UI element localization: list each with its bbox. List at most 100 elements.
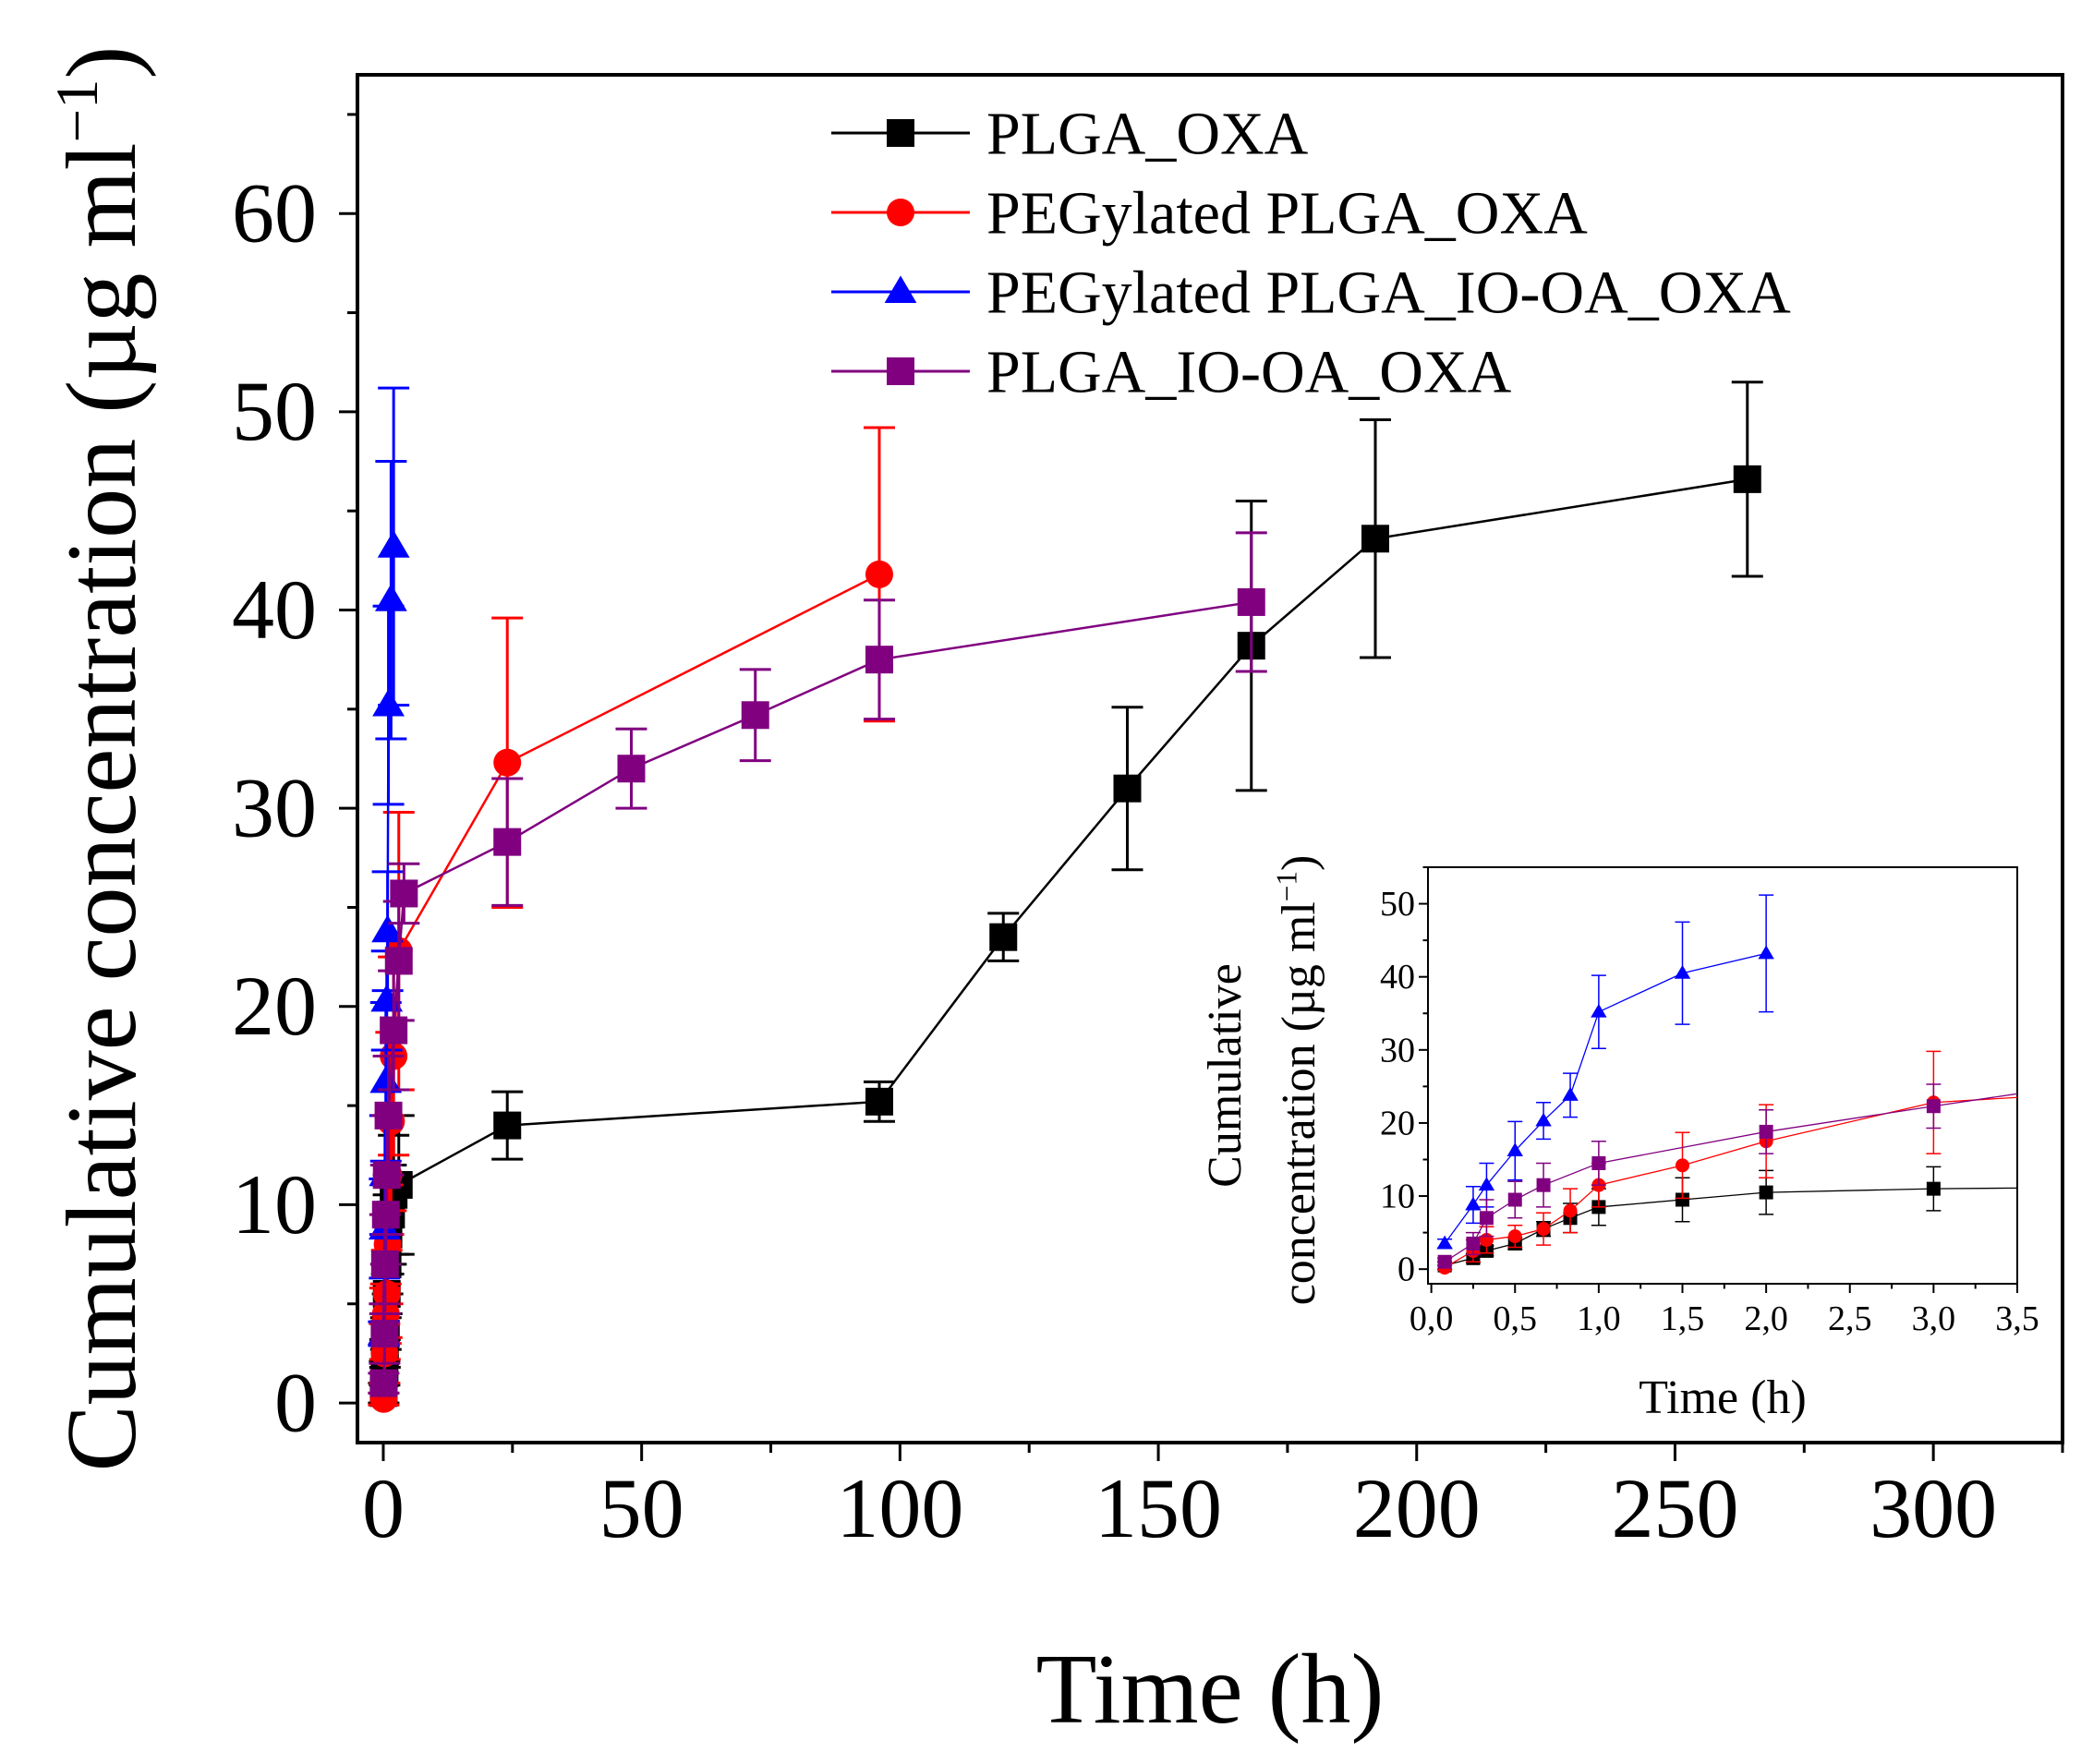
x-tick-label: 3,5 [1995,1299,2039,1338]
data-point [372,1161,401,1190]
data-point [865,646,893,674]
data-point [1926,1099,1941,1114]
data-point [1676,1192,1689,1207]
data-point [741,701,769,730]
y-tick-label: 40 [1380,958,1415,997]
y-tick-label: 30 [1380,1031,1415,1069]
data-point [1758,945,1774,960]
data-point [617,755,646,783]
y-tick-label: 10 [1380,1178,1415,1216]
data-point [865,560,893,588]
data-point [1478,1177,1495,1191]
x-tick-label: 100 [836,1461,963,1555]
x-tick-label: 300 [1869,1461,1997,1555]
legend-item-plga-oxa: PLGA_OXA [831,100,1309,167]
plot-frame [356,73,2064,1444]
legend-label: PLGA_IO-OA_OXA [986,338,1512,405]
data-point [1591,1155,1606,1170]
x-tick-label: 3,0 [1912,1299,1956,1338]
legend-label: PEGylated PLGA_OXA [986,179,1588,247]
data-point [1465,1196,1482,1211]
data-point [371,1201,400,1229]
data-point [1536,1178,1551,1192]
y-tick-label: 60 [232,166,317,260]
x-tick-label: 0,0 [1410,1299,1454,1338]
x-tick-label: 200 [1353,1461,1481,1555]
legend: PLGA_OXA PEGylated PLGA_OXA PEGylated PLGA… [831,100,1791,405]
legend-marker [887,119,914,147]
data-point [390,879,418,908]
inset-chart: 0,0 0,5 1,0 1,5 2,0 2,5 3,0 3,5 0 10 20 30 40 50 Time … [1199,855,2039,1424]
y-axis-label-close: ) [47,46,157,79]
data-point [377,530,410,558]
x-tick-label: 0 [362,1461,405,1555]
data-point [369,1369,398,1397]
x-tick-label: 0,5 [1494,1299,1538,1338]
legend-marker [884,275,917,303]
data-point [1674,964,1691,979]
data-point [372,688,405,717]
data-point [1237,587,1265,616]
data-point [384,947,413,975]
y-axis-label-superscript: −1 [1270,871,1302,901]
legend-marker [887,357,914,385]
data-point [865,1087,893,1116]
data-point [1926,1181,1941,1196]
y-axis-label-text: concentration (µg ml [1273,901,1325,1305]
legend-marker [887,199,914,226]
data-point [493,828,522,856]
y-tick-label: 40 [232,562,317,657]
inset-plot-frame [1427,866,2018,1285]
data-point [1535,1112,1552,1127]
data-point [374,1101,403,1130]
y-tick-label: 0 [1397,1251,1415,1289]
x-tick-label: 50 [599,1461,684,1555]
data-point [370,1250,399,1278]
data-point [1507,1192,1522,1207]
data-point [374,584,407,611]
data-point [1437,1254,1452,1269]
y-tick-label: 10 [232,1157,317,1251]
data-point [372,1280,401,1309]
series-plga-io-oa-oxa [368,531,1267,1397]
data-point [989,923,1018,951]
data-point [1507,1229,1522,1244]
y-tick-label: 50 [1380,885,1415,924]
data-point [1479,1211,1494,1226]
data-point [1563,1203,1578,1218]
data-point [1536,1222,1551,1237]
data-point [1676,1158,1689,1173]
y-tick-label: 20 [1380,1104,1415,1142]
x-axis-label: Time (h) [1639,1371,1807,1424]
data-point [1506,1142,1523,1156]
data-point [1436,1235,1453,1250]
y-axis-label-close: ) [1273,855,1325,871]
data-point [1562,1087,1579,1101]
series-plga-io-oa-oxa [1437,1083,2017,1269]
y-axis-label-superscript: −1 [44,79,111,143]
data-point [370,1319,399,1347]
data-point [371,914,405,943]
data-point [1361,525,1390,553]
y-tick-label: 0 [274,1355,317,1449]
x-axis-label: Time (h) [1035,1635,1384,1745]
x-tick-label: 1,5 [1661,1299,1705,1338]
y-axis-label: Cumulative concentration (µg ml−1) [44,46,157,1472]
series-pegylated-plga-io-oa-oxa [1436,894,1774,1250]
y-tick-label: 20 [232,959,317,1053]
y-axis-label-line2: concentration (µg ml−1) [1270,855,1325,1306]
data-point [1759,1185,1773,1200]
x-tick-label: 2,0 [1744,1299,1788,1338]
x-tick-label: 1,0 [1577,1299,1621,1338]
y-axis-label-line1: Cumulative [1199,963,1252,1188]
data-point [1591,1003,1607,1018]
data-point [380,1016,408,1045]
legend-label: PEGylated PLGA_IO-OA_OXA [986,259,1791,326]
legend-item-plga-io-oa-oxa: PLGA_IO-OA_OXA [831,338,1512,405]
legend-item-pegylated-plga-io-oa-oxa: PEGylated PLGA_IO-OA_OXA [831,259,1791,326]
data-point [493,748,522,777]
x-tick-label: 250 [1611,1461,1738,1555]
data-point [1113,774,1142,803]
